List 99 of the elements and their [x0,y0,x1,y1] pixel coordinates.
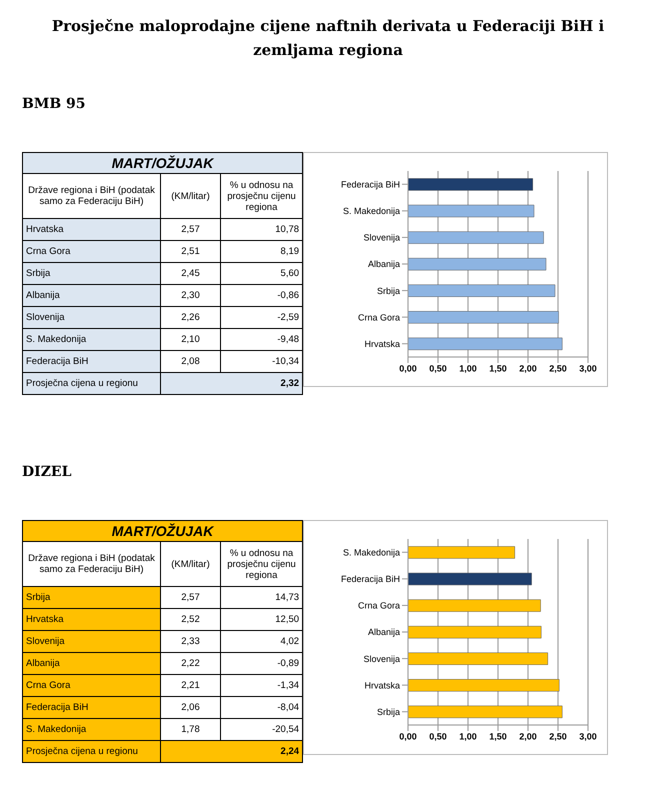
x-tick-label: 0,50 [429,731,447,742]
x-tick-label: 1,00 [459,363,477,374]
category-label: Hrvatska [22,608,160,630]
data-label: 2,22 [160,652,220,674]
data-label: 2,52 [160,608,220,630]
x-tick-label: 0,00 [399,363,417,374]
x-tick-label: 2,00 [519,363,537,374]
x-tick-label: 0,00 [399,731,417,742]
text: MART/OŽUJAK [22,520,303,542]
category-label: S. Makedonija [22,328,160,350]
y-tick-label: Slovenija [363,654,400,664]
category-label: Slovenija [22,306,160,328]
y-tick-label: Hrvatska [364,338,400,349]
data-label: -20,54 [220,718,303,740]
bar [408,626,542,638]
bar [408,284,556,297]
text: (KM/litar) [160,174,220,218]
bar [408,231,544,244]
category-label: Crna Gora [22,674,160,696]
y-tick-label: Crna Gora [358,312,400,322]
data-label: 10,78 [220,218,303,240]
bar [408,546,516,559]
data-label: 2,57 [160,586,220,608]
data-label: 2,21 [160,674,220,696]
bar [408,599,541,612]
data-label: -9,48 [220,328,303,350]
bar [408,572,532,586]
bar [408,679,560,692]
text: % u odnosu na prosječnu cijenu regiona [220,174,303,218]
category-label: Slovenija [22,630,160,652]
y-tick-label: S. Makedonija [342,547,400,558]
bar [408,178,534,191]
text: BMB 95 [22,96,86,112]
text: Prosječne maloprodajne cijene naftnih derivata u Federaciji BiH i zemljama regiona [50,16,606,61]
y-tick-label: Hrvatska [364,680,400,690]
y-tick-label: Crna Gora [358,600,400,611]
x-tick-label: 2,00 [519,731,537,742]
data-label: -10,34 [220,350,303,372]
data-label: 1,78 [160,718,220,740]
category-label: S. Makedonija [22,718,160,740]
data-label: -1,34 [220,674,303,696]
text: Prosječna cijena u regionu [22,372,160,394]
data-label: 2,10 [160,328,220,350]
data-label: 5,60 [220,262,303,284]
y-tick-label: Federacija BiH [340,179,400,190]
text: Države regiona i BiH (podatak samo za Federaciju BiH) [22,542,160,586]
x-tick-label: 1,00 [459,731,477,742]
x-tick-label: 1,50 [489,363,507,374]
data-label: 2,08 [160,350,220,372]
category-label: Srbija [22,586,160,608]
y-tick-label: Srbija [376,286,400,296]
data-label: 2,33 [160,630,220,652]
category-label: Crna Gora [22,240,160,262]
bar [408,258,546,270]
category-label: Albanija [22,284,160,306]
category-label: Albanija [22,652,160,674]
data-label: 2,45 [160,262,220,284]
text: Prosječna cijena u regionu [22,740,160,762]
x-tick-label: 3,00 [579,363,597,374]
y-tick-label: Srbija [376,706,400,717]
bar [408,338,562,350]
data-label: 2,30 [160,284,220,306]
x-tick-label: 2,50 [549,731,567,742]
y-tick-label: Albanija [368,259,400,270]
category-label: Hrvatska [22,218,160,240]
bar [408,311,559,324]
text: DIZEL [22,464,72,480]
x-tick-label: 0,50 [429,363,447,374]
text: 2,32 [160,372,303,394]
category-label: Federacija BiH [22,696,160,718]
y-tick-label: Slovenija [363,232,400,243]
text: Države regiona i BiH (podatak samo za Federaciju BiH) [22,174,160,218]
data-label: -0,89 [220,652,303,674]
data-label: 2,06 [160,696,220,718]
category-label: Federacija BiH [22,350,160,372]
category-label: Srbija [22,262,160,284]
data-label: 2,26 [160,306,220,328]
text: % u odnosu na prosječnu cijenu regiona [220,542,303,586]
y-tick-label: Federacija BiH [340,574,400,584]
data-label: -0,86 [220,284,303,306]
y-tick-label: Albanija [368,627,400,638]
data-label: 14,73 [220,586,303,608]
bar [408,706,562,718]
x-tick-label: 1,50 [489,731,507,742]
data-label: -8,04 [220,696,303,718]
text: 2,24 [160,740,303,762]
x-tick-label: 2,50 [549,363,567,374]
data-label: 2,57 [160,218,220,240]
y-tick-label: S. Makedonija [342,206,400,216]
bar [408,652,548,665]
bar [408,204,534,218]
data-label: 8,19 [220,240,303,262]
text: (KM/litar) [160,542,220,586]
x-tick-label: 3,00 [579,731,597,742]
data-label: 2,51 [160,240,220,262]
data-label: -2,59 [220,306,303,328]
data-label: 12,50 [220,608,303,630]
text: MART/OŽUJAK [22,152,303,174]
data-label: 4,02 [220,630,303,652]
